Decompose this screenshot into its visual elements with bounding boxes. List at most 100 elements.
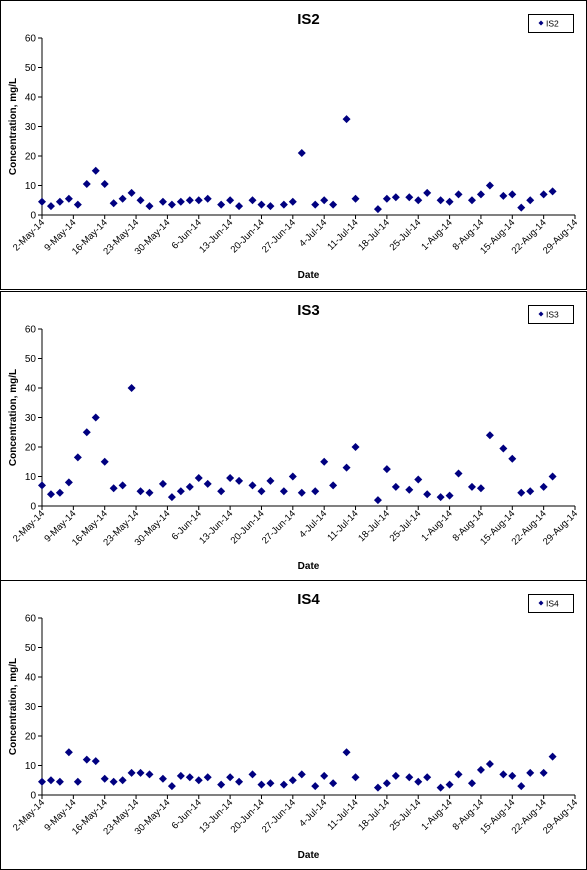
data-point	[539, 768, 548, 777]
data-point	[73, 200, 82, 209]
data-point	[467, 196, 476, 205]
y-tick-label: 50	[25, 354, 37, 365]
data-point	[185, 196, 194, 205]
data-point	[91, 166, 100, 175]
data-point	[158, 774, 167, 783]
data-point	[517, 782, 526, 791]
data-point	[109, 777, 118, 786]
data-point	[145, 202, 154, 211]
data-point	[526, 487, 535, 496]
y-tick-label: 60	[25, 614, 37, 625]
legend-label: IS4	[546, 599, 559, 609]
data-point	[257, 487, 266, 496]
data-point	[517, 488, 526, 497]
y-tick-label: 60	[25, 34, 37, 45]
data-point	[158, 197, 167, 206]
data-point	[548, 187, 557, 196]
data-point	[203, 194, 212, 203]
data-point	[423, 773, 432, 782]
data-point	[454, 190, 463, 199]
y-tick-label: 40	[25, 93, 37, 104]
data-point	[320, 771, 329, 780]
data-point	[55, 197, 64, 206]
chart-frame	[0, 0, 587, 290]
data-point	[279, 487, 288, 496]
data-point	[342, 115, 351, 124]
y-tick-label: 40	[25, 673, 37, 684]
data-point	[351, 194, 360, 203]
legend-label: IS3	[546, 310, 559, 320]
chart-panel-is4: IS4 Concentration, mg/L Date 0 10 20 30 40 50 60 2…	[0, 580, 587, 870]
data-point	[194, 196, 203, 205]
data-point	[445, 491, 454, 500]
data-point	[100, 180, 109, 189]
y-tick-label: 20	[25, 732, 37, 743]
data-point	[118, 776, 127, 785]
data-point	[311, 782, 320, 791]
data-point	[167, 782, 176, 791]
y-tick-label: 0	[30, 502, 36, 513]
data-point	[499, 770, 508, 779]
data-point	[311, 487, 320, 496]
y-tick-label: 50	[25, 643, 37, 654]
legend-label: IS2	[546, 19, 559, 29]
data-point	[226, 196, 235, 205]
y-axis-label: Concentration, mg/L	[8, 369, 19, 466]
data-point	[109, 199, 118, 208]
data-point	[476, 765, 485, 774]
data-point	[167, 493, 176, 502]
data-point	[127, 768, 136, 777]
data-point	[297, 770, 306, 779]
data-point	[194, 473, 203, 482]
data-point	[203, 773, 212, 782]
data-point	[508, 454, 517, 463]
data-point	[185, 482, 194, 491]
data-point	[508, 771, 517, 780]
data-point	[217, 780, 226, 789]
data-point	[100, 774, 109, 783]
data-point	[467, 482, 476, 491]
data-point	[145, 770, 154, 779]
data-point	[100, 457, 109, 466]
data-point	[297, 149, 306, 158]
data-point	[176, 771, 185, 780]
y-tick-label: 50	[25, 63, 37, 74]
data-point	[445, 197, 454, 206]
data-point	[517, 203, 526, 212]
y-tick-label: 10	[25, 181, 37, 192]
chart-panel-is3: IS3 Concentration, mg/L Date 0 10 20 30 40 50 60 2…	[0, 291, 587, 581]
y-axis-label: Concentration, mg/L	[8, 78, 19, 175]
data-point	[526, 768, 535, 777]
data-point	[46, 776, 55, 785]
data-point	[436, 493, 445, 502]
data-point	[266, 476, 275, 485]
data-point	[526, 196, 535, 205]
data-point	[194, 776, 203, 785]
y-tick-label: 20	[25, 443, 37, 454]
data-point	[176, 487, 185, 496]
data-point	[405, 773, 414, 782]
data-point	[217, 200, 226, 209]
data-point	[351, 443, 360, 451]
data-point	[436, 196, 445, 205]
data-point	[329, 779, 338, 788]
data-point	[454, 469, 463, 478]
data-point	[279, 780, 288, 789]
data-point	[414, 475, 423, 484]
data-point	[136, 196, 145, 205]
legend-marker	[538, 20, 544, 26]
data-point	[382, 194, 391, 203]
data-point	[118, 481, 127, 490]
data-point	[476, 484, 485, 493]
data-point	[373, 783, 382, 792]
data-point	[445, 780, 454, 789]
y-tick-label: 10	[25, 761, 37, 772]
data-point	[342, 748, 351, 757]
data-point	[91, 413, 100, 422]
data-point	[64, 194, 73, 203]
data-point	[109, 484, 118, 493]
y-tick-label: 0	[30, 211, 36, 222]
data-point	[485, 181, 494, 190]
data-point	[405, 485, 414, 494]
